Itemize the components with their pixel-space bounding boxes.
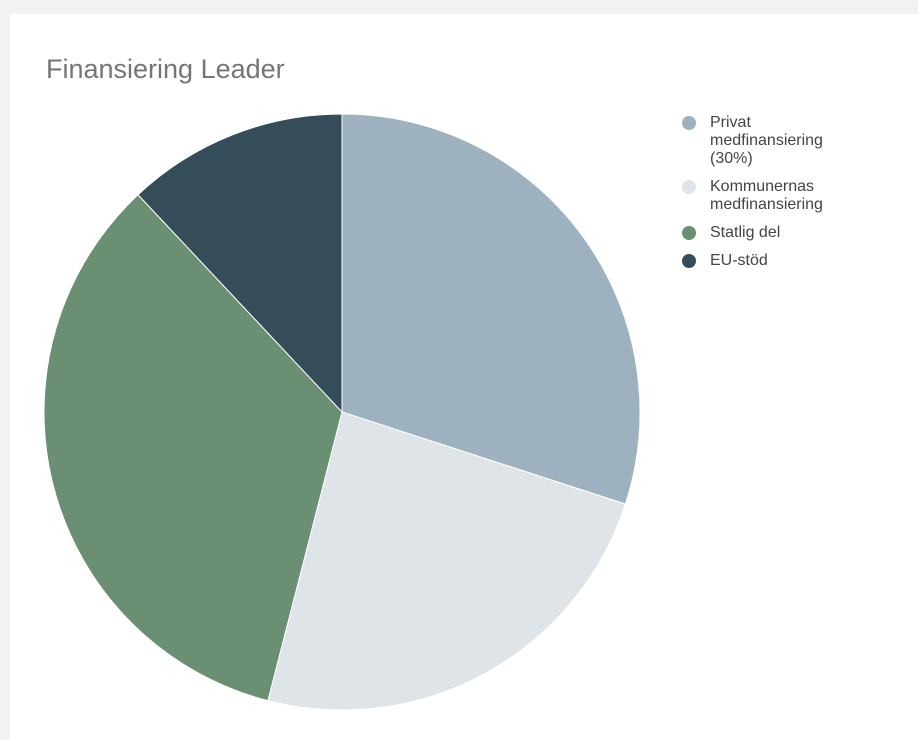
legend-label: Privat medfinansiering (30%) [710,114,823,167]
pie-slice-2[interactable] [43,194,343,702]
legend-item[interactable]: Kommunernas medfinansiering [682,178,912,214]
legend-item[interactable]: Privat medfinansiering (30%) [682,114,912,168]
legend-swatch-icon [682,254,696,268]
legend-item[interactable]: EU-stöd [682,252,912,270]
pie-slice-3[interactable] [137,113,343,414]
legend-label: EU-stöd [710,252,768,269]
pie-slice-0[interactable] [341,113,641,505]
legend-item[interactable]: Statlig del [682,224,912,242]
legend-swatch-icon [682,116,696,130]
legend-label: Statlig del [710,224,781,241]
legend: Privat medfinansiering (30%) Kommunernas… [682,114,912,280]
chart-card: Finansiering Leader Privat medfinansieri… [10,14,918,740]
pie-slice-1[interactable] [267,411,627,711]
pie-slices [43,113,641,711]
pie-chart [43,113,641,711]
legend-label: Kommunernas medfinansiering [710,178,823,213]
legend-swatch-icon [682,226,696,240]
legend-swatch-icon [682,180,696,194]
chart-title: Finansiering Leader [46,54,285,84]
